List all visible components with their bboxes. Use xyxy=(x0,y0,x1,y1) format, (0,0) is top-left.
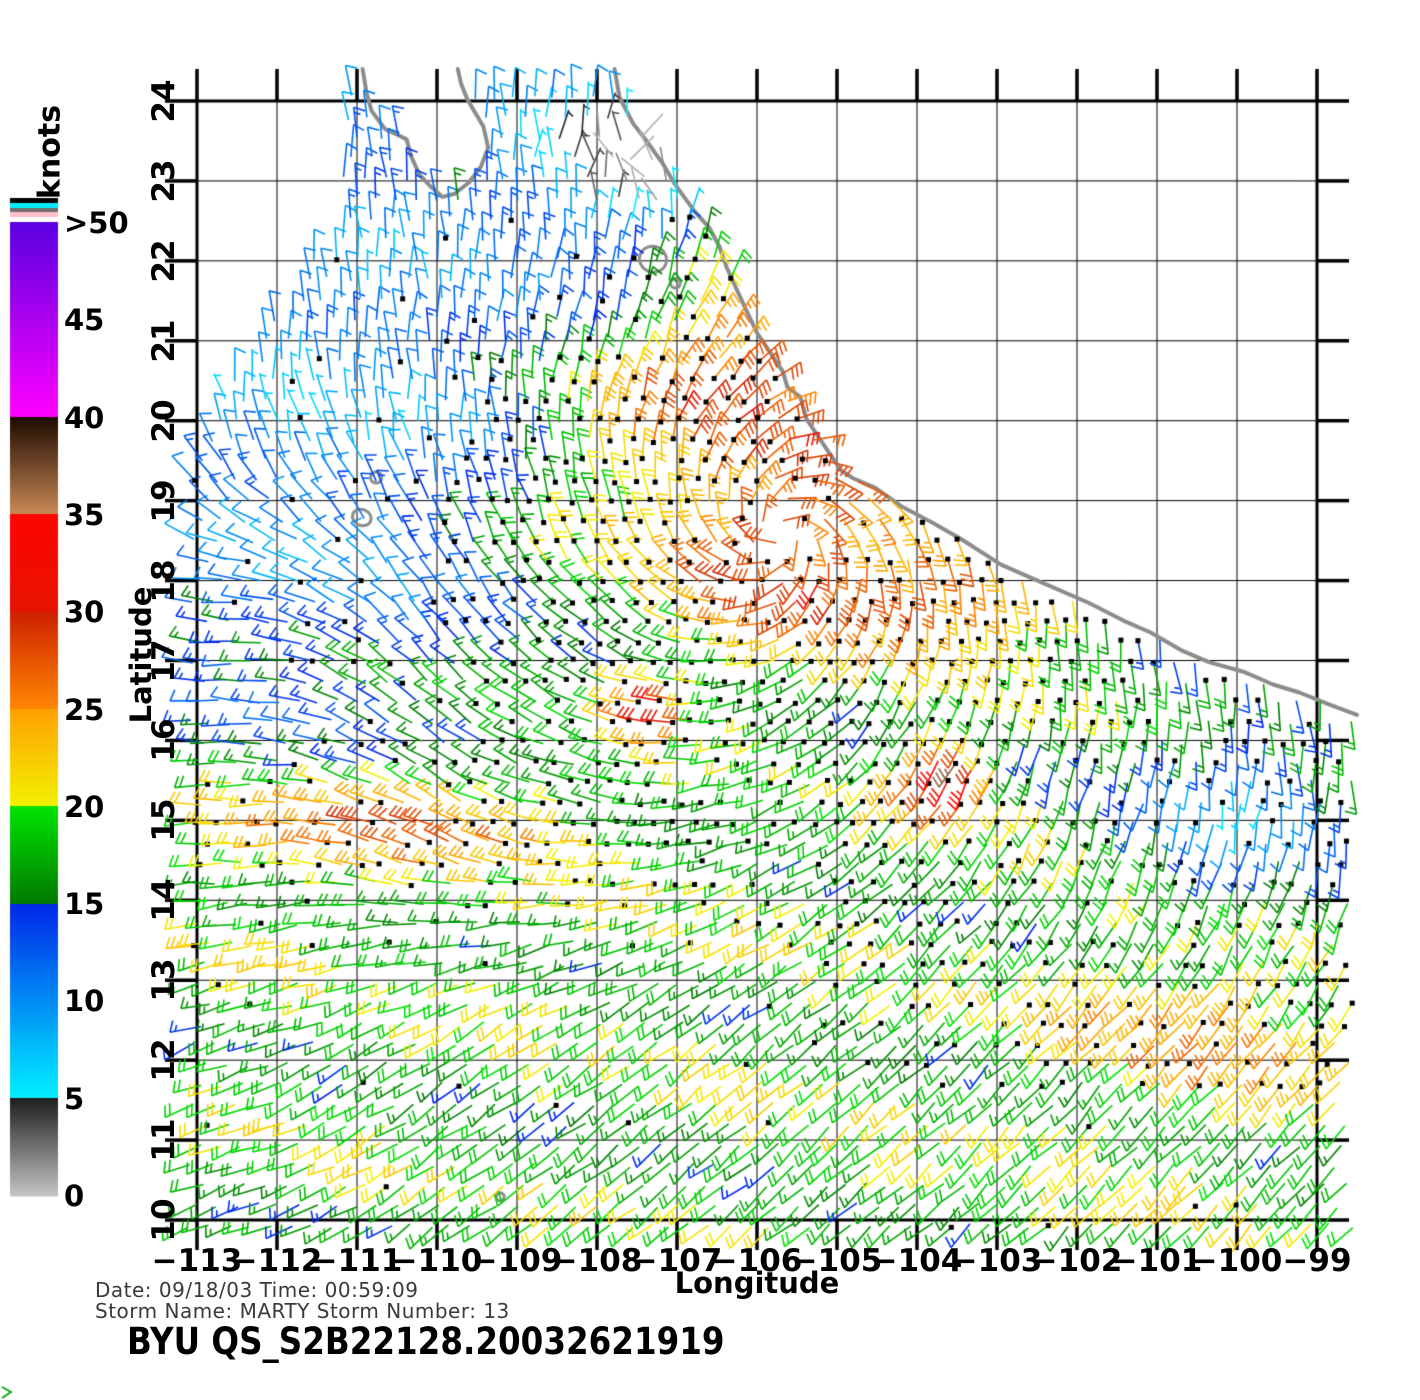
x-tick-label: −102 xyxy=(1031,1243,1123,1279)
y-tick-label: 12 xyxy=(146,1038,182,1082)
y-tick-label: 15 xyxy=(146,798,182,842)
y-tick-label: 18 xyxy=(146,559,182,603)
figure-title: BYU QS_S2B22128.20032621919 xyxy=(127,1320,725,1363)
y-tick-label: 23 xyxy=(146,159,182,203)
y-tick-label: 24 xyxy=(146,79,182,123)
colorbar-tick-label: 10 xyxy=(64,984,105,1018)
y-tick-label: 19 xyxy=(146,479,182,523)
date-time-line: Date: 09/18/03 Time: 00:59:09 xyxy=(95,1278,419,1302)
colorbar-tick-label: >50 xyxy=(64,206,129,240)
x-tick-label: −99 xyxy=(1282,1243,1352,1279)
x-tick-label: −112 xyxy=(231,1243,323,1279)
x-tick-label: −103 xyxy=(951,1243,1043,1279)
y-tick-label: 10 xyxy=(146,1198,182,1242)
y-tick-label: 11 xyxy=(146,1118,182,1162)
colorbar-tick-label: 45 xyxy=(64,303,105,337)
storm-info-line: Storm Name: MARTY Storm Number: 13 xyxy=(95,1299,510,1323)
y-tick-label: 14 xyxy=(146,878,182,922)
colorbar-tick-label: 0 xyxy=(64,1179,85,1213)
colorbar-tick-label: 35 xyxy=(64,498,105,532)
colorbar-tick-label: 15 xyxy=(64,887,105,921)
x-tick-label: −100 xyxy=(1191,1243,1283,1279)
y-tick-label: 22 xyxy=(146,239,182,283)
colorbar-unit-label: knots xyxy=(32,104,68,200)
x-axis-title: Longitude xyxy=(674,1266,840,1300)
y-tick-label: 16 xyxy=(146,718,182,762)
x-tick-label: −111 xyxy=(311,1243,403,1279)
x-tick-label: −105 xyxy=(791,1243,883,1279)
colorbar-tick-label: 5 xyxy=(64,1082,85,1116)
x-tick-label: −108 xyxy=(551,1243,643,1279)
colorbar-tick-label: 40 xyxy=(64,401,105,435)
x-tick-label: −109 xyxy=(471,1243,563,1279)
y-tick-label: 17 xyxy=(146,639,182,683)
colorbar-tick-label: 20 xyxy=(64,790,105,824)
y-tick-label: 20 xyxy=(146,399,182,443)
colorbar-tick-label: 30 xyxy=(64,595,105,629)
x-tick-label: −101 xyxy=(1111,1243,1203,1279)
colorbar-tick-label: 25 xyxy=(64,693,105,727)
x-tick-label: −110 xyxy=(391,1243,483,1279)
x-tick-label: −107 xyxy=(631,1243,723,1279)
x-tick-label: −113 xyxy=(151,1243,243,1279)
y-tick-label: 21 xyxy=(146,319,182,363)
y-tick-label: 13 xyxy=(146,958,182,1002)
x-tick-label: −104 xyxy=(871,1243,963,1279)
x-tick-label: −106 xyxy=(711,1243,803,1279)
